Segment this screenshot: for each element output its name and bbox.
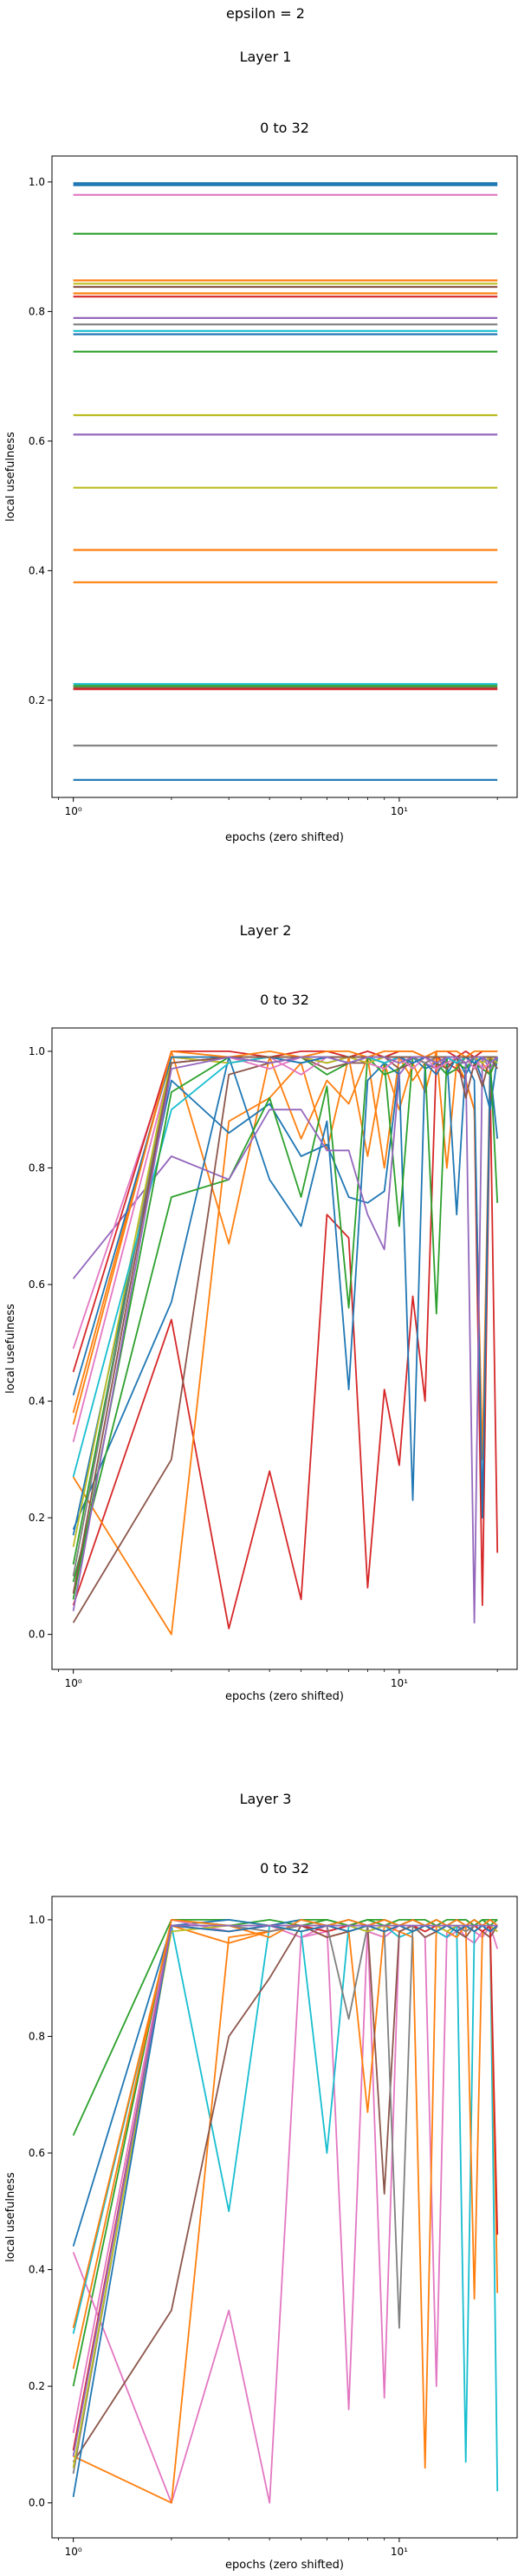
figure-suptitle: epsilon = 2 — [226, 5, 305, 22]
chart-layer-1: 0 to 32 0.2 0.4 0.6 0.8 1.0 10⁰ 10¹ epochs (zero… — [4, 120, 518, 844]
plot-frame — [51, 1027, 518, 1670]
series-line-4 — [72, 1924, 499, 2504]
chart-title: 0 to 32 — [260, 120, 309, 136]
series-line-15 — [72, 1924, 498, 2456]
y-tick-label: 0.2 — [29, 2380, 45, 2392]
x-axis-label: epochs (zero shifted) — [225, 2559, 344, 2572]
x-tick-label: 10¹ — [391, 805, 408, 817]
series-line-10 — [72, 1056, 498, 1350]
y-tick-label: 0.4 — [29, 2264, 45, 2276]
x-axis-label: epochs (zero shifted) — [225, 1690, 344, 1703]
y-axis-label: local usefulness — [4, 432, 17, 522]
y-tick-label: 0.8 — [29, 2030, 45, 2042]
y-tick-label: 0.0 — [29, 2497, 45, 2509]
x-tick-label: 10¹ — [391, 2546, 408, 2558]
y-tick-label: 1.0 — [29, 1914, 45, 1926]
series-line-13 — [72, 1924, 498, 2469]
y-tick-label: 0.6 — [29, 2147, 45, 2159]
x-tick-label: 10⁰ — [65, 805, 82, 817]
plot-frame — [51, 1896, 518, 2539]
y-tick-label: 0.4 — [29, 564, 45, 576]
chart-layer-2: 0 to 32 0.0 0.2 0.4 0.6 0.8 1.0 10⁰ 10¹ epochs (z… — [4, 992, 518, 1703]
y-tick-label: 1.0 — [29, 1045, 45, 1057]
chart-title: 0 to 32 — [260, 1860, 309, 1877]
series-group — [73, 182, 498, 781]
series-group — [72, 1918, 499, 2504]
series-line-10 — [72, 1924, 498, 2462]
y-tick-label: 0.8 — [29, 1161, 45, 1174]
layer-2-label: Layer 2 — [239, 922, 292, 939]
x-tick-label: 10⁰ — [65, 2546, 82, 2558]
x-tick-label: 10¹ — [391, 1677, 408, 1689]
y-axis-label: local usefulness — [4, 2172, 17, 2262]
y-tick-label: 0.6 — [29, 435, 45, 447]
y-tick-label: 1.0 — [29, 176, 45, 188]
series-group — [72, 1051, 499, 1636]
layer-1-label: Layer 1 — [239, 49, 292, 65]
y-tick-label: 0.2 — [29, 694, 45, 706]
y-tick-label: 0.8 — [29, 305, 45, 317]
series-line-4 — [72, 1056, 499, 1530]
series-line-19 — [72, 1056, 498, 1594]
series-line-12 — [72, 1924, 498, 2475]
y-tick-label: 0.0 — [29, 1629, 45, 1641]
series-line-2 — [72, 1918, 498, 2387]
layer-3-label: Layer 3 — [239, 1791, 292, 1807]
series-line-11 — [72, 1924, 499, 2451]
x-tick-label: 10⁰ — [65, 1677, 82, 1689]
y-tick-label: 0.4 — [29, 1395, 45, 1408]
x-axis-label: epochs (zero shifted) — [225, 831, 344, 844]
plot-frame — [51, 155, 518, 798]
series-line-20 — [72, 1056, 498, 1611]
series-line-14 — [72, 1924, 498, 2498]
y-tick-label: 0.2 — [29, 1512, 45, 1524]
y-axis-label: local usefulness — [4, 1304, 17, 1394]
chart-title: 0 to 32 — [260, 992, 309, 1008]
series-line-18 — [72, 1051, 498, 1425]
y-tick-label: 0.6 — [29, 1278, 45, 1291]
series-line-9 — [72, 1918, 498, 2370]
series-line-2 — [72, 1051, 498, 1636]
